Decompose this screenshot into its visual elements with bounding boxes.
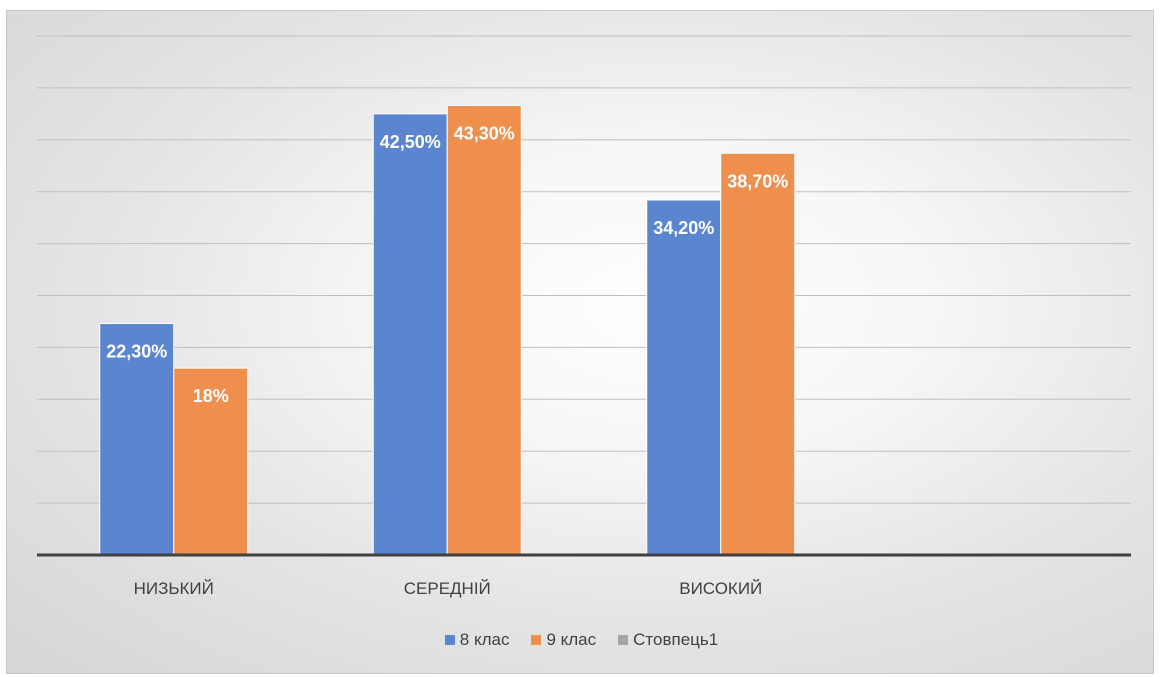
data-label: 43,30%	[454, 124, 515, 144]
legend-item-8-klas: 8 клас	[444, 630, 510, 650]
chart-area	[6, 10, 1154, 674]
legend-label-8-klas: 8 клас	[459, 630, 510, 649]
x-tick-label: ВИСОКИЙ	[679, 579, 762, 598]
data-label: 38,70%	[727, 171, 788, 191]
legend-swatch-9-klas	[531, 635, 542, 645]
legend-item-9-klas: 9 клас	[531, 630, 596, 650]
data-label: 42,50%	[380, 132, 441, 152]
data-label: 18%	[193, 386, 229, 406]
x-tick-label: НИЗЬКИЙ	[134, 579, 214, 598]
legend-label-9-klas: 9 клас	[546, 630, 597, 649]
bar-8-klas	[99, 323, 175, 556]
bar-8-klas	[646, 199, 722, 556]
data-label: 22,30%	[106, 342, 167, 362]
bar-9-klas	[720, 152, 796, 556]
data-label: 34,20%	[653, 218, 714, 238]
legend-swatch-stovpets1	[618, 635, 629, 645]
legend-swatch-8-klas	[444, 635, 455, 645]
bar-9-klas	[446, 105, 522, 556]
chart-legend: 8 клас 9 клас Стовпець1	[0, 630, 1163, 650]
legend-label-stovpets1: Стовпець1	[633, 630, 719, 649]
x-tick-label: СЕРЕДНІЙ	[404, 579, 491, 598]
legend-item-stovpets1: Стовпець1	[618, 630, 718, 650]
bar-8-klas	[372, 113, 448, 556]
